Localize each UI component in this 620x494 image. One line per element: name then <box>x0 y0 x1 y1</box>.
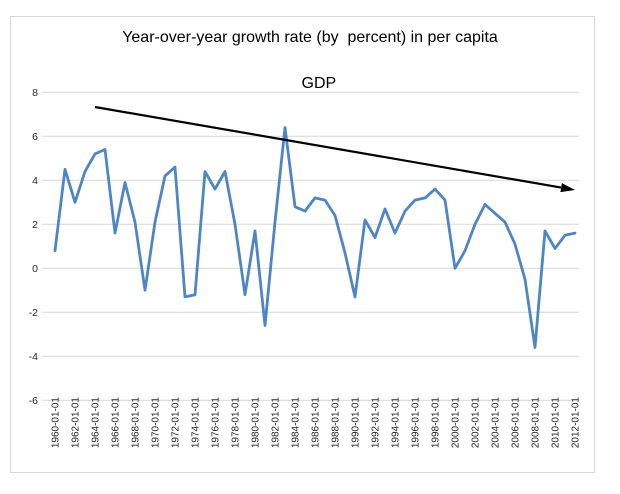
y-axis-tick-label: 8 <box>32 87 38 99</box>
x-axis-tick-label: 1962-01-01 <box>71 397 82 449</box>
x-axis-tick-label: 1960-01-01 <box>51 397 62 449</box>
y-axis-tick-label: 4 <box>32 175 38 187</box>
x-axis-tick-label: 1986-01-01 <box>311 397 322 449</box>
x-axis-tick-label: 1968-01-01 <box>131 397 142 449</box>
x-axis-tick-label: 2012-01-01 <box>571 397 582 449</box>
x-axis-tick-label: 2002-01-01 <box>471 397 482 449</box>
chart-title: Year-over-year growth rate (by percent) … <box>60 26 560 95</box>
x-axis-tick-label: 1970-01-01 <box>151 397 162 449</box>
x-axis-tick-label: 1990-01-01 <box>351 397 362 449</box>
x-axis-tick-label: 1972-01-01 <box>171 397 182 449</box>
y-axis-tick-label: -6 <box>29 395 38 407</box>
y-axis-tick-label: -4 <box>29 351 38 363</box>
x-axis-tick-label: 1998-01-01 <box>431 397 442 449</box>
x-axis-tick-label: 2004-01-01 <box>491 397 502 449</box>
x-axis-tick-label: 1994-01-01 <box>391 397 402 449</box>
x-axis-tick-label: 2006-01-01 <box>511 397 522 449</box>
x-axis-tick-label: 1984-01-01 <box>291 397 302 449</box>
x-axis-tick-label: 1988-01-01 <box>331 397 342 449</box>
y-axis-tick-label: 0 <box>32 263 38 275</box>
x-axis-tick-label: 1978-01-01 <box>231 397 242 449</box>
x-axis-tick-label: 2010-01-01 <box>551 397 562 449</box>
x-axis-tick-label: 1966-01-01 <box>111 397 122 449</box>
y-axis-tick-label: 2 <box>32 219 38 231</box>
y-axis-tick-label: 6 <box>32 131 38 143</box>
x-axis-tick-label: 1980-01-01 <box>251 397 262 449</box>
x-axis-tick-label: 1982-01-01 <box>271 397 282 449</box>
x-axis-tick-label: 1964-01-01 <box>91 397 102 449</box>
gdp-growth-line <box>53 126 577 349</box>
x-axis-tick-label: 1974-01-01 <box>191 397 202 449</box>
chart-title-line2: GDP <box>301 75 337 92</box>
x-axis-tick-label: 2000-01-01 <box>451 397 462 449</box>
y-axis-tick-label: -2 <box>29 307 38 319</box>
trend-arrow-shaft <box>94 105 562 189</box>
chart-title-line1: Year-over-year growth rate (by percent) … <box>122 29 498 46</box>
x-axis-tick-label: 1996-01-01 <box>411 397 422 449</box>
x-axis-tick-label: 1976-01-01 <box>211 397 222 449</box>
x-axis-tick-label: 1992-01-01 <box>371 397 382 449</box>
trend-arrow-head <box>560 183 575 193</box>
x-axis-tick-label: 2008-01-01 <box>531 397 542 449</box>
